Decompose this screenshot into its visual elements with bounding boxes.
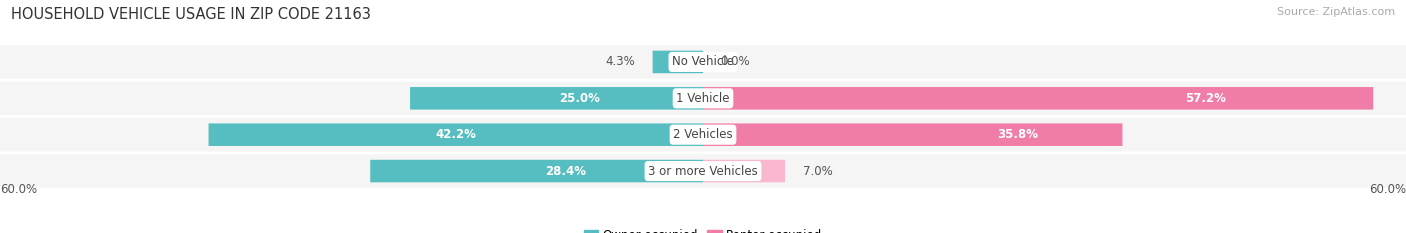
Text: 42.2%: 42.2% [436,128,477,141]
Text: 2 Vehicles: 2 Vehicles [673,128,733,141]
Text: 25.0%: 25.0% [560,92,600,105]
Text: 3 or more Vehicles: 3 or more Vehicles [648,164,758,178]
Text: 4.3%: 4.3% [606,55,636,69]
FancyBboxPatch shape [208,123,703,146]
FancyBboxPatch shape [370,160,703,182]
FancyBboxPatch shape [0,45,1406,79]
FancyBboxPatch shape [703,87,1374,110]
FancyBboxPatch shape [652,51,703,73]
Text: 60.0%: 60.0% [0,183,37,196]
FancyBboxPatch shape [0,82,1406,115]
Text: No Vehicle: No Vehicle [672,55,734,69]
Text: 35.8%: 35.8% [997,128,1038,141]
Text: HOUSEHOLD VEHICLE USAGE IN ZIP CODE 21163: HOUSEHOLD VEHICLE USAGE IN ZIP CODE 2116… [11,7,371,22]
Text: Source: ZipAtlas.com: Source: ZipAtlas.com [1277,7,1395,17]
Text: 57.2%: 57.2% [1185,92,1226,105]
FancyBboxPatch shape [411,87,703,110]
FancyBboxPatch shape [0,118,1406,151]
Legend: Owner-occupied, Renter-occupied: Owner-occupied, Renter-occupied [583,229,823,233]
Text: 0.0%: 0.0% [721,55,751,69]
FancyBboxPatch shape [703,123,1122,146]
Text: 1 Vehicle: 1 Vehicle [676,92,730,105]
FancyBboxPatch shape [0,154,1406,188]
Text: 7.0%: 7.0% [803,164,832,178]
Text: 28.4%: 28.4% [546,164,586,178]
FancyBboxPatch shape [703,160,785,182]
Text: 60.0%: 60.0% [1369,183,1406,196]
